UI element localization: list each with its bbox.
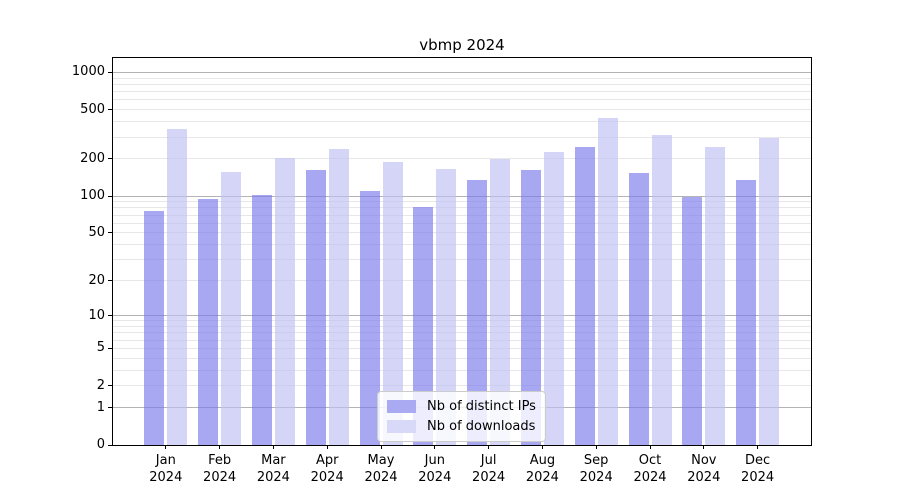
bar-downloads (490, 158, 511, 445)
legend: Nb of distinct IPs Nb of downloads (377, 391, 546, 442)
x-tick-mark (326, 445, 328, 449)
bar-downloads (221, 171, 242, 445)
bar-distinct-ips (305, 169, 326, 445)
y-tick-mark (108, 71, 112, 73)
bar-downloads (705, 147, 726, 445)
x-tick-mark (488, 445, 490, 449)
y-tick-label: 200 (80, 150, 105, 166)
minor-gridline (113, 121, 811, 123)
bar-distinct-ips (520, 169, 541, 445)
bar-downloads (167, 128, 188, 445)
bar-downloads (436, 168, 457, 445)
bar-distinct-ips (198, 198, 219, 445)
y-tick-mark (108, 315, 112, 317)
bar-distinct-ips (144, 210, 165, 445)
bar-distinct-ips (251, 194, 272, 445)
x-tick-label: Jul 2024 (472, 453, 506, 485)
y-tick-mark (108, 158, 112, 160)
bar-downloads (382, 161, 403, 445)
bar-downloads (274, 157, 295, 445)
y-tick-label: 5 (96, 340, 105, 356)
y-tick-mark (108, 195, 112, 197)
minor-gridline (113, 83, 811, 85)
minor-gridline (113, 77, 811, 79)
major-gridline (113, 71, 811, 73)
y-tick-label: 100 (80, 188, 105, 204)
chart-title: vbmp 2024 (419, 36, 505, 54)
x-tick-label: Apr 2024 (310, 453, 344, 485)
x-tick-label: Mar 2024 (256, 453, 290, 485)
x-tick-label: Aug 2024 (525, 453, 559, 485)
bar-distinct-ips (682, 197, 703, 445)
y-tick-label: 500 (80, 101, 105, 117)
bar-downloads (543, 151, 564, 445)
y-tick-mark (108, 347, 112, 349)
minor-gridline (113, 136, 811, 138)
x-tick-mark (165, 445, 167, 449)
bar-distinct-ips (574, 146, 595, 445)
y-tick-label: 1000 (71, 64, 105, 80)
x-tick-mark (541, 445, 543, 449)
bar-distinct-ips (736, 180, 757, 445)
y-tick-label: 2 (96, 377, 105, 393)
bar-downloads (759, 138, 780, 445)
plot-area: Nb of distinct IPs Nb of downloads 1000 5… (72, 57, 812, 485)
bar-downloads (651, 134, 672, 445)
x-tick-label: Jan 2024 (149, 453, 183, 485)
y-tick-label: 50 (88, 224, 105, 240)
y-tick-mark (108, 385, 112, 387)
x-tick-mark (434, 445, 436, 449)
x-tick-label: May 2024 (364, 453, 398, 485)
y-tick-label: 0 (96, 437, 105, 452)
y-tick-label: 1 (96, 399, 105, 415)
x-tick-mark (649, 445, 651, 449)
bar-distinct-ips (359, 190, 380, 445)
minor-gridline (113, 109, 811, 111)
x-tick-label: Nov 2024 (687, 453, 721, 485)
x-tick-label: Dec 2024 (741, 453, 775, 485)
legend-label-downloads: Nb of downloads (427, 419, 536, 434)
legend-item-distinct-ips: Nb of distinct IPs (387, 399, 536, 414)
x-tick-mark (757, 445, 759, 449)
legend-swatch-distinct-ips-icon (387, 400, 416, 413)
y-tick-mark (108, 444, 112, 446)
bar-downloads (597, 118, 618, 445)
bar-distinct-ips (467, 180, 488, 445)
y-tick-label: 20 (88, 272, 105, 288)
x-tick-label: Oct 2024 (633, 453, 667, 485)
x-tick-label: Feb 2024 (203, 453, 237, 485)
minor-gridline (113, 99, 811, 101)
x-tick-label: Sep 2024 (579, 453, 613, 485)
x-tick-mark (595, 445, 597, 449)
y-tick-label: 10 (88, 307, 105, 323)
x-tick-mark (703, 445, 705, 449)
x-tick-mark (272, 445, 274, 449)
bar-distinct-ips (628, 172, 649, 445)
minor-gridline (113, 91, 811, 93)
y-tick-mark (108, 407, 112, 409)
legend-label-distinct-ips: Nb of distinct IPs (427, 399, 536, 414)
y-tick-mark (108, 280, 112, 282)
y-tick-mark (108, 109, 112, 111)
legend-item-downloads: Nb of downloads (387, 419, 536, 434)
x-tick-mark (380, 445, 382, 449)
bar-distinct-ips (413, 206, 434, 445)
x-tick-mark (219, 445, 221, 449)
bar-downloads (328, 149, 349, 445)
y-tick-mark (108, 232, 112, 234)
legend-swatch-downloads-icon (387, 420, 416, 433)
x-tick-label: Jun 2024 (418, 453, 452, 485)
